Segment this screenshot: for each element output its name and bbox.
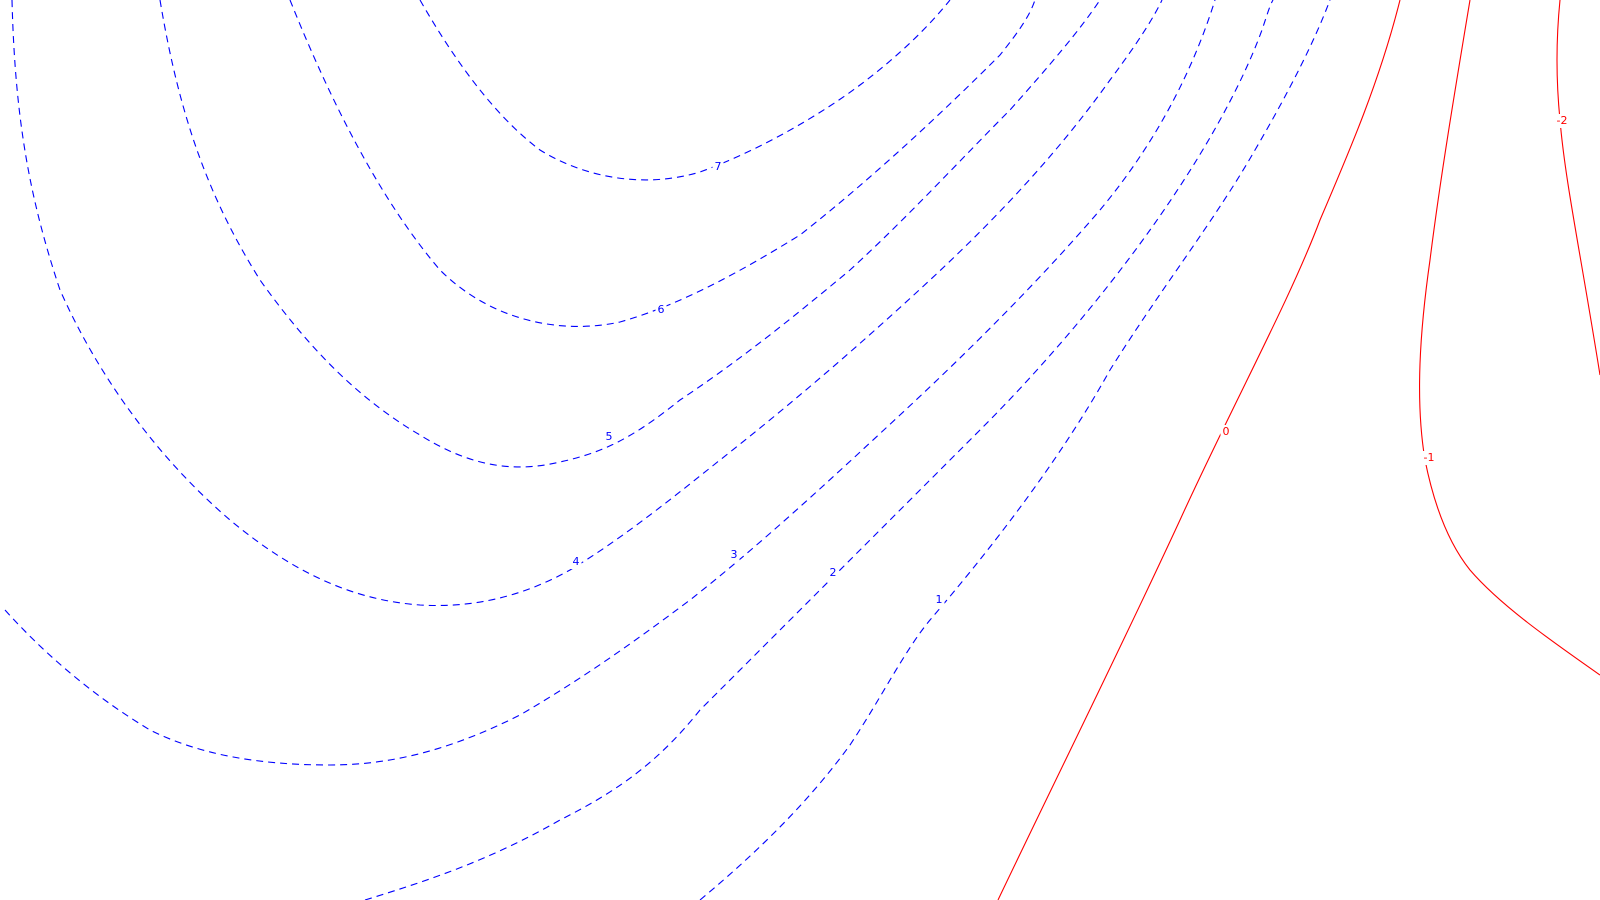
- contour-line-3: [4, 0, 1216, 766]
- contour-label-bg-6: [655, 303, 667, 317]
- contour-line-1: [699, 0, 1331, 900]
- contour-line-2: [364, 0, 1274, 900]
- contour-line-0: [997, 0, 1401, 900]
- contour-label-bg-4: [570, 555, 582, 569]
- contour-label-bg-neg1: [1420, 451, 1438, 465]
- contour-line-6: [289, 0, 1036, 327]
- contour-label-neg1: -1: [1424, 451, 1435, 464]
- contour-label-4: 4: [573, 555, 580, 568]
- contour-line-neg2: [1556, 0, 1600, 376]
- contour-line-4: [11, 0, 1163, 607]
- contour-label-bg-0: [1220, 425, 1232, 439]
- contour-label-bg-2: [827, 566, 839, 580]
- contour-label-bg-5: [603, 430, 615, 444]
- contour-line-7: [419, 0, 951, 181]
- contour-label-1: 1: [936, 593, 943, 606]
- contour-labels: 7 6 5 4 3 2 1 0 -1 -2: [570, 114, 1571, 607]
- contour-label-0: 0: [1223, 425, 1230, 438]
- contour-label-5: 5: [606, 430, 613, 443]
- contour-line-5: [159, 0, 1101, 468]
- contour-label-bg-1: [933, 593, 945, 607]
- contour-label-7: 7: [715, 160, 722, 173]
- contour-label-2: 2: [830, 566, 837, 579]
- contour-label-6: 6: [658, 303, 665, 316]
- contour-label-3: 3: [731, 548, 738, 561]
- contour-lines: [4, 0, 1600, 900]
- contour-line-neg1: [1419, 0, 1600, 676]
- contour-label-bg-7: [712, 160, 724, 174]
- contour-label-bg-neg2: [1553, 114, 1571, 128]
- contour-label-neg2: -2: [1557, 114, 1568, 127]
- contour-label-bg-3: [728, 548, 740, 562]
